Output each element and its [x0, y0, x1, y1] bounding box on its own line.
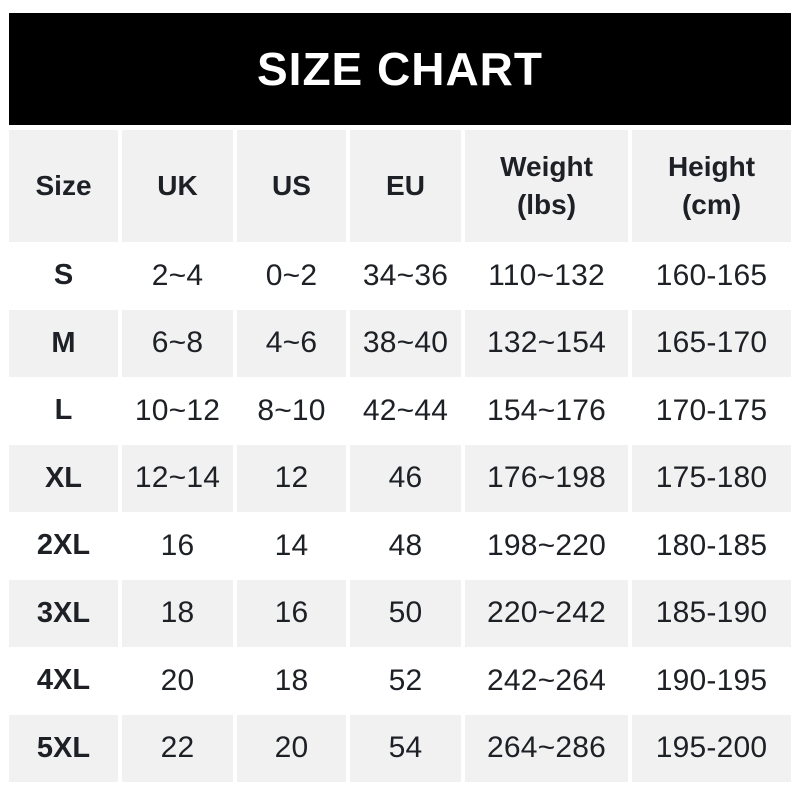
column-header-size: Size: [35, 170, 92, 202]
column-header-height: Height (cm): [628, 130, 791, 242]
uk-cell: 20: [118, 647, 235, 715]
page-title: SIZE CHART: [257, 43, 543, 95]
size-cell: 4XL: [36, 664, 91, 697]
height-cell: 175-180: [628, 444, 791, 512]
eu-cell: 38~40: [346, 309, 463, 377]
eu-cell: 52: [346, 647, 463, 715]
us-cell: 8~10: [233, 377, 348, 445]
weight-cell: 242~264: [461, 647, 630, 715]
eu-cell: 34~36: [346, 242, 463, 310]
weight-cell: 154~176: [461, 377, 630, 445]
weight-cell: 110~132: [461, 242, 630, 310]
column-header-eu: EU: [346, 130, 463, 242]
weight-cell: 176~198: [461, 444, 630, 512]
size-cell: 3XL: [36, 596, 91, 629]
column-header-us: US: [233, 130, 348, 242]
weight-cell: 264~286: [461, 714, 630, 782]
us-cell: 16: [233, 579, 348, 647]
height-cell: 185-190: [628, 579, 791, 647]
uk-cell: 22: [118, 714, 235, 782]
table-row-l: L 10~12 8~10 42~44 154~176 170-175: [9, 377, 791, 445]
us-cell: 4~6: [233, 309, 348, 377]
uk-cell: 10~12: [118, 377, 235, 445]
column-header-weight: Weight (lbs): [461, 130, 630, 242]
uk-cell: 2~4: [118, 242, 235, 310]
header-row: Size UK US EU Weight (lbs) Height (cm): [9, 130, 791, 242]
eu-cell: 42~44: [346, 377, 463, 445]
us-cell: 0~2: [233, 242, 348, 310]
size-cell: 2XL: [36, 529, 91, 562]
us-cell: 20: [233, 714, 348, 782]
table-row-3xl: 3XL 18 16 50 220~242 185-190: [9, 579, 791, 647]
eu-cell: 54: [346, 714, 463, 782]
size-cell: 5XL: [36, 731, 91, 764]
weight-cell: 132~154: [461, 309, 630, 377]
height-cell: 160-165: [628, 242, 791, 310]
table-row-m: M 6~8 4~6 38~40 132~154 165-170: [9, 309, 791, 377]
table-row-2xl: 2XL 16 14 48 198~220 180-185: [9, 512, 791, 580]
size-chart-table: Size UK US EU Weight (lbs) Height (cm) S…: [9, 130, 791, 782]
height-cell: 170-175: [628, 377, 791, 445]
eu-cell: 50: [346, 579, 463, 647]
uk-cell: 16: [118, 512, 235, 580]
eu-cell: 48: [346, 512, 463, 580]
height-cell: 190-195: [628, 647, 791, 715]
column-header-uk: UK: [118, 130, 235, 242]
us-cell: 12: [233, 444, 348, 512]
eu-cell: 46: [346, 444, 463, 512]
weight-cell: 198~220: [461, 512, 630, 580]
size-cell: S: [53, 259, 74, 292]
table-row-xl: XL 12~14 12 46 176~198 175-180: [9, 444, 791, 512]
height-cell: 165-170: [628, 309, 791, 377]
height-cell: 195-200: [628, 714, 791, 782]
height-cell: 180-185: [628, 512, 791, 580]
table-row-4xl: 4XL 20 18 52 242~264 190-195: [9, 647, 791, 715]
size-cell: L: [54, 394, 73, 427]
uk-cell: 18: [118, 579, 235, 647]
us-cell: 18: [233, 647, 348, 715]
title-banner: SIZE CHART: [9, 13, 791, 125]
size-cell: M: [51, 326, 76, 359]
table-row-5xl: 5XL 22 20 54 264~286 195-200: [9, 714, 791, 782]
us-cell: 14: [233, 512, 348, 580]
table-row-s: S 2~4 0~2 34~36 110~132 160-165: [9, 242, 791, 310]
uk-cell: 12~14: [118, 444, 235, 512]
weight-cell: 220~242: [461, 579, 630, 647]
size-cell: XL: [44, 461, 83, 494]
uk-cell: 6~8: [118, 309, 235, 377]
